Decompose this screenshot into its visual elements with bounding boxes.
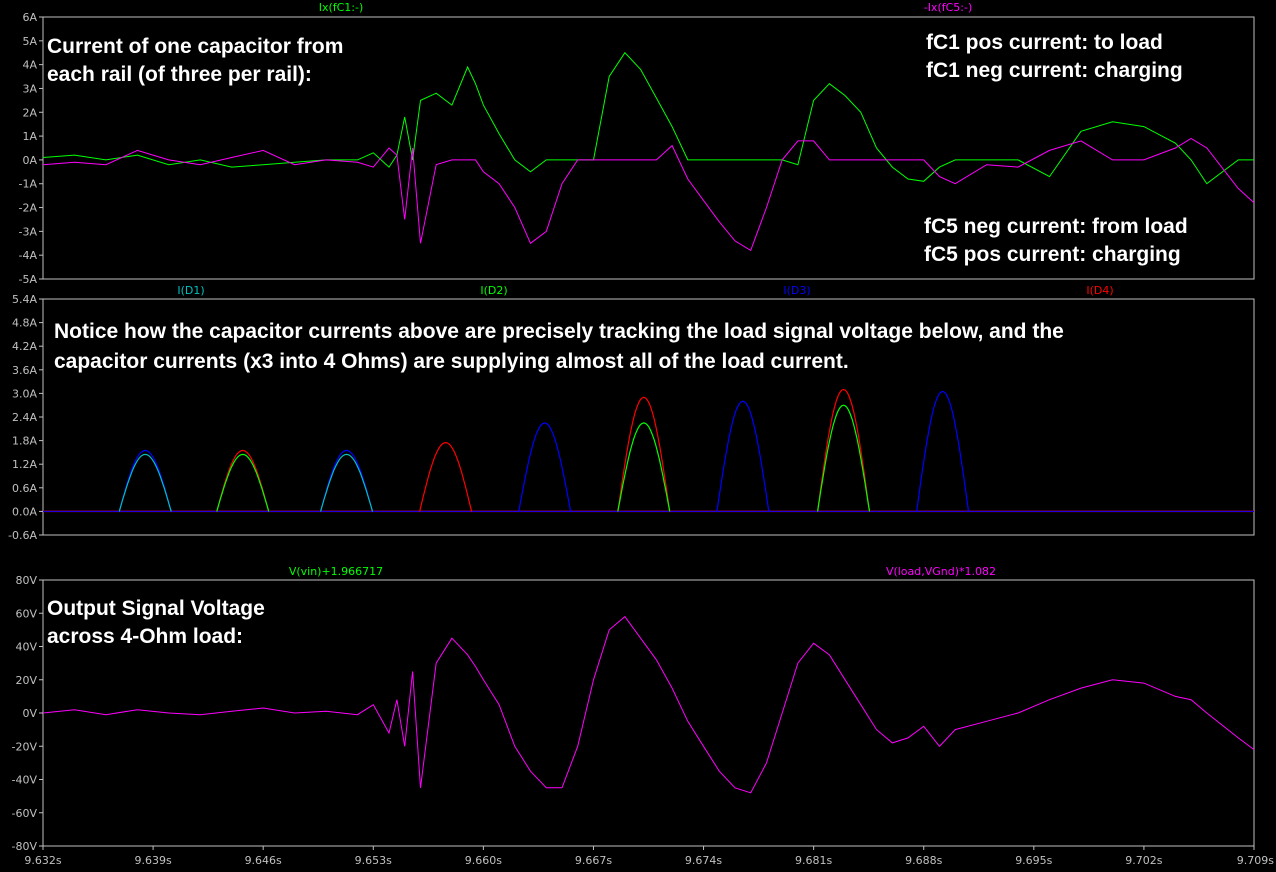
x-tick-label: 9.695s	[1015, 854, 1052, 867]
annotation-text: fC1 pos current: to load	[926, 31, 1163, 54]
diode-pulse	[617, 422, 671, 512]
y-tick-label: 4.8A	[12, 317, 37, 330]
series-line	[42, 137, 1255, 252]
output-voltage-panel: 80V 60V 40V 20V 0V -20V -40V -60V -80V V(vin)+1.9…	[12, 565, 1275, 867]
y-tick-label: 1.2A	[12, 458, 37, 471]
diode-pulse	[320, 449, 374, 512]
y-tick-label: -3A	[19, 225, 38, 238]
y-tick-label: -2A	[19, 202, 38, 215]
trace-label: -Ix(fC5:-)	[924, 1, 973, 14]
diode-pulse	[118, 453, 172, 512]
y-tick-label: 0.6A	[12, 482, 37, 495]
plot-frame	[42, 16, 1255, 280]
series-line	[42, 615, 1255, 794]
trace-label: I(D4)	[1086, 284, 1113, 297]
annotation-text: fC5 neg current: from load	[924, 215, 1188, 238]
y-tick-label: -20V	[12, 740, 38, 753]
y-tick-label: 3.0A	[12, 387, 37, 400]
annotation-text: each rail (of three per rail):	[47, 63, 312, 86]
x-tick-label: 9.688s	[905, 854, 942, 867]
diode-pulse	[216, 453, 270, 512]
y-tick-label: -5A	[19, 273, 38, 286]
x-tick-label: 9.632s	[24, 854, 61, 867]
diode-pulse	[817, 404, 871, 512]
trace-label: V(load,VGnd)*1.082	[886, 565, 996, 578]
y-tick-label: 1A	[22, 130, 37, 143]
x-tick-label: 9.639s	[134, 854, 171, 867]
x-tick-label: 9.709s	[1237, 854, 1274, 867]
y-tick-label: -1A	[19, 178, 38, 191]
y-tick-label: 60V	[15, 607, 37, 620]
y-tick-label: -4A	[19, 249, 38, 262]
annotation-text: across 4-Ohm load:	[47, 625, 243, 648]
trace-label: I(D2)	[480, 284, 507, 297]
diode-pulse	[419, 441, 473, 512]
y-tick-label: 6A	[22, 11, 37, 24]
annotation-text: fC1 neg current: charging	[926, 59, 1183, 82]
y-tick-label: -60V	[12, 807, 38, 820]
y-tick-label: -80V	[12, 840, 38, 853]
trace-label: V(vin)+1.966717	[289, 565, 383, 578]
y-tick-label: -40V	[12, 774, 38, 787]
x-tick-label: 9.674s	[685, 854, 722, 867]
annotation-text: Output Signal Voltage	[47, 597, 265, 620]
y-tick-label: 5A	[22, 35, 37, 48]
y-tick-label: 20V	[15, 674, 37, 687]
y-tick-label: 3A	[22, 82, 37, 95]
y-tick-label: 4.2A	[12, 340, 37, 353]
diode-pulse	[118, 449, 172, 512]
trace-label: I(D1)	[177, 284, 204, 297]
annotation-text: Current of one capacitor from	[47, 35, 343, 58]
trace-label: I(D3)	[783, 284, 810, 297]
y-tick-label: -0.6A	[8, 529, 37, 542]
annotation-text: Notice how the capacitor currents above …	[54, 320, 1064, 343]
y-tick-label: 1.8A	[12, 435, 37, 448]
capacitor-current-panel: 6A 5A 4A 3A 2A 1A 0A -1A -2A -3A -4A -5A Ix(fC1:-) -I…	[19, 1, 1255, 286]
trace-label: Ix(fC1:-)	[319, 1, 364, 14]
x-tick-label: 9.681s	[795, 854, 832, 867]
x-tick-label: 9.702s	[1125, 854, 1162, 867]
y-tick-label: 0V	[22, 707, 37, 720]
diode-pulse	[716, 400, 770, 512]
y-tick-label: 0A	[22, 154, 37, 167]
diode-pulse	[617, 396, 671, 512]
diode-pulse	[518, 422, 572, 512]
x-tick-label: 9.646s	[245, 854, 282, 867]
diode-pulse	[320, 453, 374, 512]
x-tick-label: 9.653s	[355, 854, 392, 867]
diode-pulse	[817, 388, 871, 512]
diode-pulse	[216, 449, 270, 512]
y-tick-label: 5.4A	[12, 293, 37, 306]
diode-pulse	[916, 390, 970, 512]
y-tick-label: 2A	[22, 106, 37, 119]
annotation-text: capacitor currents (x3 into 4 Ohms) are …	[54, 350, 849, 373]
series-line	[42, 51, 1254, 185]
y-tick-label: 80V	[15, 574, 37, 587]
y-tick-label: 3.6A	[12, 364, 37, 377]
y-tick-label: 0.0A	[12, 505, 37, 518]
y-tick-label: 2.4A	[12, 411, 37, 424]
y-tick-label: 40V	[15, 641, 37, 654]
y-tick-label: 4A	[22, 59, 37, 72]
x-tick-label: 9.667s	[575, 854, 612, 867]
annotation-text: fC5 pos current: charging	[924, 243, 1181, 266]
diode-current-panel: 5.4A 4.8A 4.2A 3.6A 3.0A 2.4A 1.8A 1.2A 0.6A 0.0A…	[8, 284, 1255, 542]
x-tick-label: 9.660s	[465, 854, 502, 867]
